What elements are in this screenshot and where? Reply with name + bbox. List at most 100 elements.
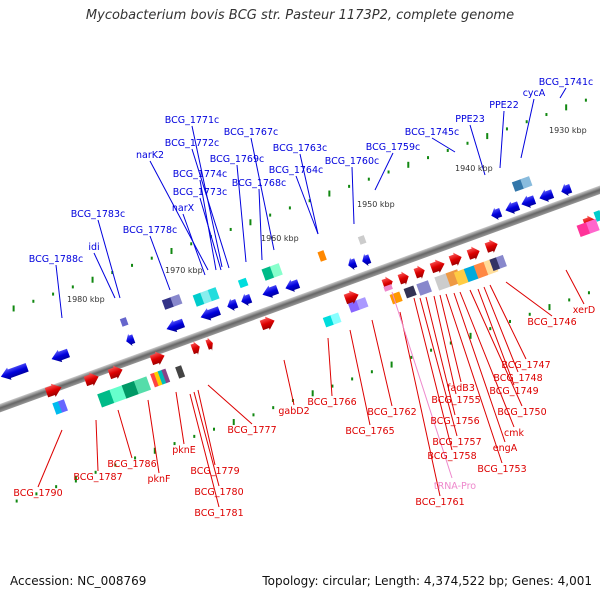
reverse-gene-label[interactable]: gabD2 — [278, 406, 309, 417]
reverse-gene[interactable] — [149, 349, 167, 367]
reverse-gene-block[interactable] — [175, 365, 186, 379]
forward-gene-label[interactable]: BCG_1774c — [173, 169, 228, 180]
reverse-gene-label[interactable]: BCG_1781 — [194, 508, 243, 519]
forward-gene-block[interactable] — [119, 317, 129, 327]
forward-gene-label[interactable]: BCG_1783c — [71, 209, 126, 220]
forward-gene-label[interactable]: BCG_1778c — [123, 225, 178, 236]
forward-gene[interactable] — [503, 199, 521, 216]
reverse-gene[interactable] — [484, 237, 500, 254]
forward-gene-label[interactable]: BCG_1760c — [325, 156, 380, 167]
reverse-gene-label[interactable]: pknE — [172, 445, 196, 456]
forward-gene[interactable] — [198, 304, 221, 323]
forward-gene-block[interactable] — [192, 287, 220, 307]
reverse-gene-block[interactable] — [489, 254, 507, 272]
reverse-gene[interactable] — [107, 363, 125, 381]
reverse-gene-label[interactable]: BCG_1762 — [367, 407, 416, 418]
forward-gene-label[interactable]: BCG_1768c — [232, 178, 287, 189]
forward-gene-label[interactable]: BCG_1759c — [366, 142, 421, 153]
forward-gene[interactable] — [124, 333, 136, 348]
reverse-gene-label[interactable]: BCG_1786 — [107, 459, 156, 470]
reverse-gene[interactable] — [397, 270, 411, 287]
trna-gene[interactable] — [383, 284, 393, 292]
reverse-gene-label[interactable]: BCG_1746 — [527, 317, 576, 328]
forward-gene-block[interactable] — [261, 263, 283, 281]
reverse-gene-label[interactable]: pknF — [147, 474, 170, 485]
forward-gene-label[interactable]: idi — [88, 242, 99, 253]
forward-gene[interactable] — [49, 347, 70, 365]
reverse-gene-label[interactable]: BCG_1757 — [432, 437, 481, 448]
reverse-gene-label[interactable]: engA — [493, 443, 518, 454]
forward-gene-block[interactable] — [511, 176, 533, 192]
forward-gene[interactable] — [537, 187, 555, 204]
forward-gene-label[interactable]: BCG_1772c — [165, 138, 220, 149]
reverse-gene-label[interactable]: BCG_1765 — [345, 426, 394, 437]
reverse-gene[interactable] — [83, 370, 101, 388]
forward-gene-block[interactable] — [347, 297, 369, 313]
reverse-gene[interactable] — [44, 381, 64, 400]
reverse-gene-block[interactable] — [576, 218, 600, 238]
reverse-gene-label[interactable]: BCG_1766 — [307, 397, 356, 408]
forward-gene[interactable] — [0, 361, 29, 383]
reverse-gene-label[interactable]: BCG_1750 — [497, 407, 546, 418]
reverse-gene-label[interactable]: BCG_1787 — [73, 472, 122, 483]
reverse-gene-label[interactable]: BCG_1790 — [13, 488, 62, 499]
forward-gene-label[interactable]: BCG_1741c — [539, 77, 594, 88]
forward-gene-block[interactable] — [52, 399, 68, 415]
reverse-gene-label[interactable]: BCG_1780 — [194, 487, 243, 498]
forward-gene-label[interactable]: PPE22 — [489, 100, 519, 111]
reverse-gene-label[interactable]: cmk — [504, 428, 524, 439]
reverse-gene[interactable] — [413, 264, 427, 281]
forward-gene-block[interactable] — [161, 294, 183, 310]
forward-gene[interactable] — [164, 317, 185, 335]
forward-gene[interactable] — [360, 253, 372, 268]
forward-gene[interactable] — [283, 277, 301, 294]
forward-gene-label[interactable]: BCG_1769c — [210, 154, 265, 165]
reverse-gene-block[interactable] — [403, 285, 417, 299]
reverse-gene-block[interactable] — [97, 376, 152, 408]
forward-gene[interactable] — [559, 182, 573, 198]
forward-gene[interactable] — [489, 206, 503, 222]
reverse-gene-label[interactable]: BCG_1749 — [489, 386, 538, 397]
forward-gene[interactable] — [346, 257, 358, 272]
forward-gene-label[interactable]: BCG_1773c — [173, 187, 228, 198]
reverse-gene[interactable] — [448, 250, 464, 267]
reverse-gene[interactable] — [259, 314, 277, 332]
forward-gene-label[interactable]: BCG_1788c — [29, 254, 84, 265]
forward-gene-block[interactable] — [322, 312, 342, 328]
forward-gene-label[interactable]: BCG_1745c — [405, 127, 460, 138]
forward-gene-label[interactable]: BCG_1764c — [269, 165, 324, 176]
reverse-gene-label[interactable]: BCG_1758 — [427, 451, 476, 462]
reverse-gene-label[interactable]: BCG_1747 — [501, 360, 550, 371]
reverse-gene-block[interactable] — [389, 291, 403, 305]
reverse-gene[interactable] — [343, 288, 361, 306]
forward-gene[interactable] — [260, 283, 280, 301]
reverse-gene-block[interactable] — [593, 210, 600, 222]
reverse-gene[interactable] — [190, 340, 202, 356]
forward-gene-label[interactable]: cycA — [523, 88, 546, 99]
trna-label[interactable]: tRNA-Pro — [434, 481, 476, 492]
reverse-gene-label[interactable]: BCG_1753 — [477, 464, 526, 475]
reverse-gene-label[interactable]: BCG_1748 — [493, 373, 542, 384]
reverse-gene-block[interactable] — [150, 368, 171, 388]
forward-gene-label[interactable]: PPE23 — [455, 114, 485, 125]
forward-gene[interactable] — [225, 297, 239, 313]
reverse-gene[interactable] — [466, 244, 482, 261]
forward-gene-label[interactable]: narX — [172, 203, 195, 214]
reverse-gene-label[interactable]: BCG_1755 — [431, 395, 480, 406]
reverse-gene-label[interactable]: fadB3 — [447, 383, 475, 394]
forward-gene-block[interactable] — [357, 235, 367, 245]
forward-gene[interactable] — [239, 292, 253, 308]
reverse-gene-label[interactable]: BCG_1777 — [227, 425, 276, 436]
reverse-gene-label[interactable]: BCG_1756 — [430, 416, 479, 427]
forward-gene-label[interactable]: BCG_1771c — [165, 115, 220, 126]
reverse-gene[interactable] — [205, 336, 215, 351]
forward-gene-block[interactable] — [317, 250, 327, 262]
reverse-gene-block[interactable] — [416, 280, 432, 296]
forward-gene-label[interactable]: BCG_1763c — [273, 143, 328, 154]
reverse-gene-label[interactable]: BCG_1761 — [415, 497, 464, 508]
forward-gene-block[interactable] — [237, 277, 249, 289]
reverse-gene[interactable] — [429, 257, 447, 275]
forward-gene-label[interactable]: narK2 — [136, 150, 164, 161]
reverse-gene-label[interactable]: xerD — [573, 305, 595, 316]
reverse-gene-label[interactable]: BCG_1779 — [190, 466, 239, 477]
